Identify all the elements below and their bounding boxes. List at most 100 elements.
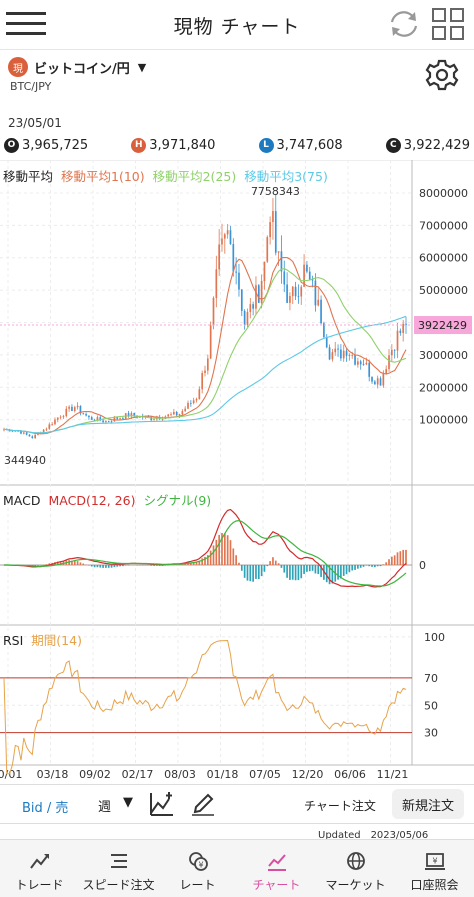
macd-histogram-bar bbox=[286, 565, 288, 578]
macd-legend: MACD MACD(12, 26) シグナル(9) bbox=[3, 490, 211, 509]
candle-body bbox=[62, 416, 65, 417]
candle-body bbox=[45, 428, 48, 430]
low-price-annotation: 344940 bbox=[4, 454, 46, 467]
candle-body bbox=[405, 323, 407, 326]
macd-histogram-bar bbox=[190, 562, 192, 565]
macd-histogram-bar bbox=[297, 565, 300, 581]
high-value: 3,971,840 bbox=[149, 137, 216, 153]
macd-histogram-bar bbox=[374, 565, 376, 568]
pair-selector[interactable]: 現 ビットコイン/円 ▼ bbox=[8, 56, 146, 78]
rsi-legend: RSI 期間(14) bbox=[3, 630, 82, 649]
refresh-icon[interactable] bbox=[386, 8, 422, 40]
tab-label: マーケット bbox=[325, 878, 386, 892]
macd-histogram-bar bbox=[266, 565, 269, 567]
period-select[interactable]: 週 bbox=[98, 800, 112, 815]
macd-histogram-bar bbox=[405, 549, 407, 565]
candle-body bbox=[90, 417, 93, 420]
candle-body bbox=[161, 418, 164, 420]
indicator-add-icon[interactable] bbox=[149, 791, 175, 817]
close-badge-icon: C bbox=[385, 137, 401, 153]
signal-line bbox=[4, 519, 407, 587]
candle-body bbox=[56, 417, 59, 420]
macd-histogram-bar bbox=[167, 565, 170, 566]
new-order-button[interactable]: 新規注文 bbox=[392, 789, 464, 819]
gear-icon[interactable] bbox=[425, 58, 459, 92]
rsi-tick-label: 100 bbox=[424, 631, 445, 644]
macd-histogram-bar bbox=[371, 565, 373, 567]
candle-body bbox=[42, 429, 45, 434]
macd-histogram-bar bbox=[289, 565, 291, 580]
candle-body bbox=[325, 337, 328, 348]
candle-body bbox=[51, 424, 53, 426]
trade-icon bbox=[29, 854, 49, 869]
chart-order-button[interactable]: チャート注文 bbox=[304, 799, 376, 813]
tab-chart[interactable]: チャート bbox=[237, 840, 316, 897]
menu-icon[interactable] bbox=[6, 10, 46, 38]
tab-account[interactable]: ¥ 口座照会 bbox=[395, 840, 474, 897]
candle-body bbox=[71, 406, 73, 412]
macd-histogram-bar bbox=[348, 565, 351, 573]
candle-body bbox=[385, 369, 388, 374]
chart-area[interactable]: 0/01 03/18 09/02 02/17 08/03 01/18 07/05 12/20 0… bbox=[0, 160, 474, 780]
period-caret-icon[interactable]: ▼ bbox=[123, 795, 133, 810]
x-tick-label: 0/01 bbox=[0, 768, 22, 780]
candle-body bbox=[371, 376, 373, 382]
candle-body bbox=[368, 362, 371, 377]
candle-body bbox=[119, 418, 121, 419]
candle-body bbox=[110, 421, 113, 423]
macd-histogram-bar bbox=[93, 565, 96, 568]
rsi-tick-label: 70 bbox=[424, 672, 438, 685]
candle-body bbox=[17, 430, 19, 432]
pen-draw-icon[interactable] bbox=[190, 791, 216, 817]
ma1-line bbox=[3, 257, 407, 435]
bid-ask-toggle[interactable]: Bid / 売 bbox=[22, 801, 69, 816]
chart-controls: Bid / 売 週 ▼ チャート注文 新規注文 bbox=[0, 784, 474, 824]
high-badge-icon: H bbox=[131, 137, 147, 153]
chart-svg[interactable]: 0/01 03/18 09/02 02/17 08/03 01/18 07/05 12/20 0… bbox=[0, 160, 474, 780]
candle-body bbox=[204, 370, 206, 374]
macd-histogram-bar bbox=[317, 565, 320, 575]
tab-rate[interactable]: ¥ レート bbox=[158, 840, 237, 897]
ohlc-low: L 3,747,608 bbox=[258, 134, 343, 156]
macd-histogram-bar bbox=[263, 565, 266, 572]
ohlc-high: H 3,971,840 bbox=[131, 134, 215, 156]
speed-order-icon bbox=[110, 854, 127, 868]
current-price-tag bbox=[414, 316, 472, 335]
macd-histogram-bar bbox=[42, 564, 45, 566]
candle-body bbox=[195, 399, 198, 401]
candle-body bbox=[334, 348, 337, 353]
macd-legend-label: MACD bbox=[3, 493, 41, 508]
macd-histogram-bar bbox=[45, 564, 48, 565]
ma2-line bbox=[3, 268, 407, 434]
macd-histogram-bar bbox=[215, 539, 218, 565]
tab-market[interactable]: マーケット bbox=[316, 840, 395, 897]
tab-trade[interactable]: トレード bbox=[0, 840, 79, 897]
candle-body bbox=[277, 251, 280, 253]
macd-histogram-bar bbox=[311, 565, 314, 571]
tab-label: レート bbox=[179, 878, 216, 892]
svg-text:¥: ¥ bbox=[432, 857, 437, 866]
macd-histogram-bar bbox=[223, 533, 226, 565]
tab-label: トレード bbox=[15, 878, 64, 892]
macd-histogram-bar bbox=[331, 565, 334, 584]
macd-histogram-bar bbox=[382, 564, 385, 565]
macd-histogram-bar bbox=[291, 565, 294, 580]
macd-histogram-bar bbox=[37, 565, 39, 566]
macd-histogram-bar bbox=[110, 565, 113, 568]
candle-body bbox=[178, 414, 181, 416]
layout-grid-icon[interactable] bbox=[432, 8, 464, 40]
candle-body bbox=[76, 405, 79, 408]
candle-body bbox=[221, 238, 223, 245]
ma-legend-label: 移動平均 bbox=[3, 169, 54, 184]
macd-histogram-bar bbox=[320, 565, 322, 577]
tab-speed-order[interactable]: スピード注文 bbox=[79, 840, 158, 897]
macd-histogram-bar bbox=[127, 565, 130, 566]
candle-body bbox=[31, 436, 34, 439]
high-price-annotation: 7758343 bbox=[251, 185, 300, 198]
macd-histogram-bar bbox=[402, 549, 405, 565]
macd-histogram-bar bbox=[218, 534, 220, 565]
macd-histogram-bar bbox=[76, 561, 79, 565]
candle-body bbox=[263, 261, 266, 282]
macd-histogram-bar bbox=[158, 565, 161, 566]
candle-body bbox=[226, 230, 229, 235]
